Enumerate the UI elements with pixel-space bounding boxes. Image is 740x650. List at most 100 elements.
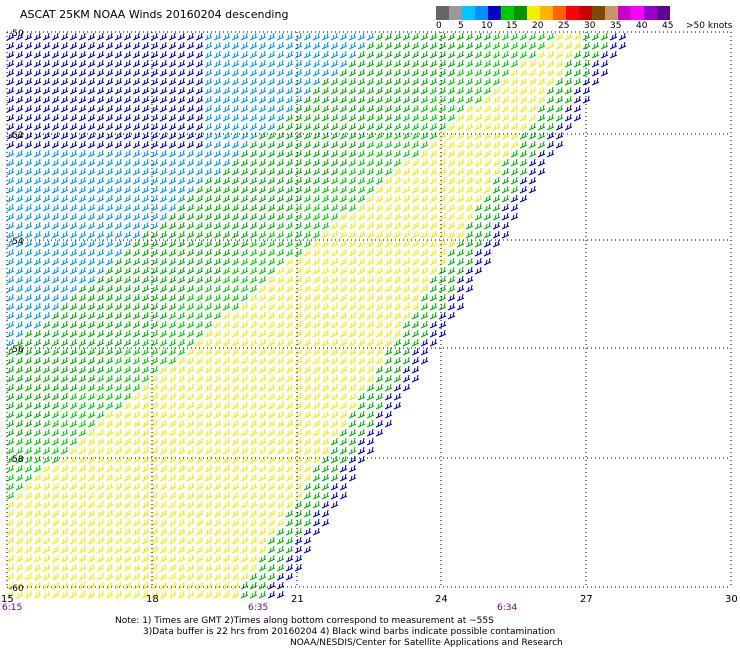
- wind-barb: [420, 158, 429, 167]
- wind-barb: [150, 131, 159, 140]
- wind-barb: [15, 203, 24, 212]
- wind-barb: [438, 113, 447, 122]
- wind-barb: [6, 536, 15, 545]
- wind-barb: [51, 509, 60, 518]
- wind-barb: [303, 140, 312, 149]
- wind-barb: [285, 347, 294, 356]
- wind-barb: [195, 275, 204, 284]
- wind-barb: [465, 158, 474, 167]
- wind-barb: [366, 167, 375, 176]
- wind-barb: [33, 239, 42, 248]
- wind-barb: [330, 32, 339, 41]
- wind-barb: [132, 572, 141, 581]
- wind-barb: [357, 293, 366, 302]
- wind-barb: [222, 266, 231, 275]
- wind-barb: [96, 311, 105, 320]
- wind-barb: [267, 122, 276, 131]
- wind-barb: [159, 239, 168, 248]
- wind-barb: [312, 347, 321, 356]
- wind-barb: [330, 158, 339, 167]
- wind-barb: [186, 527, 195, 536]
- wind-barb: [123, 500, 132, 509]
- wind-barb: [51, 104, 60, 113]
- wind-barb: [87, 68, 96, 77]
- wind-barb: [222, 464, 231, 473]
- wind-barb: [267, 113, 276, 122]
- wind-barb: [267, 185, 276, 194]
- wind-barb: [303, 194, 312, 203]
- wind-barb: [501, 104, 510, 113]
- wind-barb: [132, 50, 141, 59]
- wind-barb: [96, 365, 105, 374]
- wind-barb: [15, 482, 24, 491]
- wind-barb: [177, 32, 186, 41]
- wind-barb: [429, 212, 438, 221]
- wind-barb: [357, 194, 366, 203]
- wind-barb: [78, 320, 87, 329]
- wind-barb: [483, 32, 492, 41]
- wind-barb: [339, 266, 348, 275]
- wind-barb: [591, 77, 600, 86]
- wind-barb: [123, 266, 132, 275]
- wind-barb: [267, 302, 276, 311]
- wind-barb: [537, 41, 546, 50]
- wind-barb: [231, 572, 240, 581]
- wind-barb: [339, 338, 348, 347]
- wind-barb: [267, 275, 276, 284]
- wind-barb: [132, 221, 141, 230]
- wind-barb: [222, 257, 231, 266]
- wind-barb: [420, 167, 429, 176]
- wind-barb: [357, 446, 366, 455]
- wind-barb: [51, 302, 60, 311]
- wind-barb: [312, 167, 321, 176]
- wind-barb: [96, 176, 105, 185]
- wind-barb: [15, 545, 24, 554]
- wind-barb: [168, 437, 177, 446]
- wind-barb: [195, 158, 204, 167]
- wind-barb: [564, 95, 573, 104]
- wind-barb: [222, 374, 231, 383]
- wind-barb: [96, 455, 105, 464]
- wind-barb: [105, 185, 114, 194]
- wind-barb: [258, 545, 267, 554]
- wind-barb: [492, 140, 501, 149]
- wind-barb: [177, 437, 186, 446]
- wind-barb: [330, 365, 339, 374]
- wind-barb: [438, 122, 447, 131]
- wind-barb: [537, 32, 546, 41]
- wind-barb: [240, 590, 249, 599]
- wind-barb: [465, 68, 474, 77]
- wind-barb: [213, 50, 222, 59]
- wind-barb: [402, 59, 411, 68]
- wind-barb: [285, 212, 294, 221]
- wind-barb: [141, 311, 150, 320]
- wind-barb: [33, 563, 42, 572]
- wind-barb: [204, 491, 213, 500]
- time-label: 6:15: [2, 603, 22, 613]
- wind-barb: [384, 347, 393, 356]
- legend-swatch: [605, 6, 618, 20]
- wind-barb: [168, 113, 177, 122]
- wind-barb: [87, 77, 96, 86]
- wind-barb: [42, 194, 51, 203]
- wind-barb: [465, 95, 474, 104]
- wind-barb: [402, 284, 411, 293]
- wind-barb: [15, 248, 24, 257]
- wind-barb: [240, 59, 249, 68]
- wind-barb: [303, 284, 312, 293]
- wind-barb: [114, 221, 123, 230]
- wind-barb: [60, 59, 69, 68]
- wind-barb: [96, 554, 105, 563]
- wind-barb: [312, 473, 321, 482]
- legend-label: 5: [458, 21, 464, 31]
- wind-barb: [96, 374, 105, 383]
- wind-barb: [105, 50, 114, 59]
- wind-barb: [258, 212, 267, 221]
- wind-barb: [411, 167, 420, 176]
- wind-barb: [240, 95, 249, 104]
- wind-barb: [330, 122, 339, 131]
- wind-barb: [213, 509, 222, 518]
- wind-barb: [555, 131, 564, 140]
- wind-barb: [384, 365, 393, 374]
